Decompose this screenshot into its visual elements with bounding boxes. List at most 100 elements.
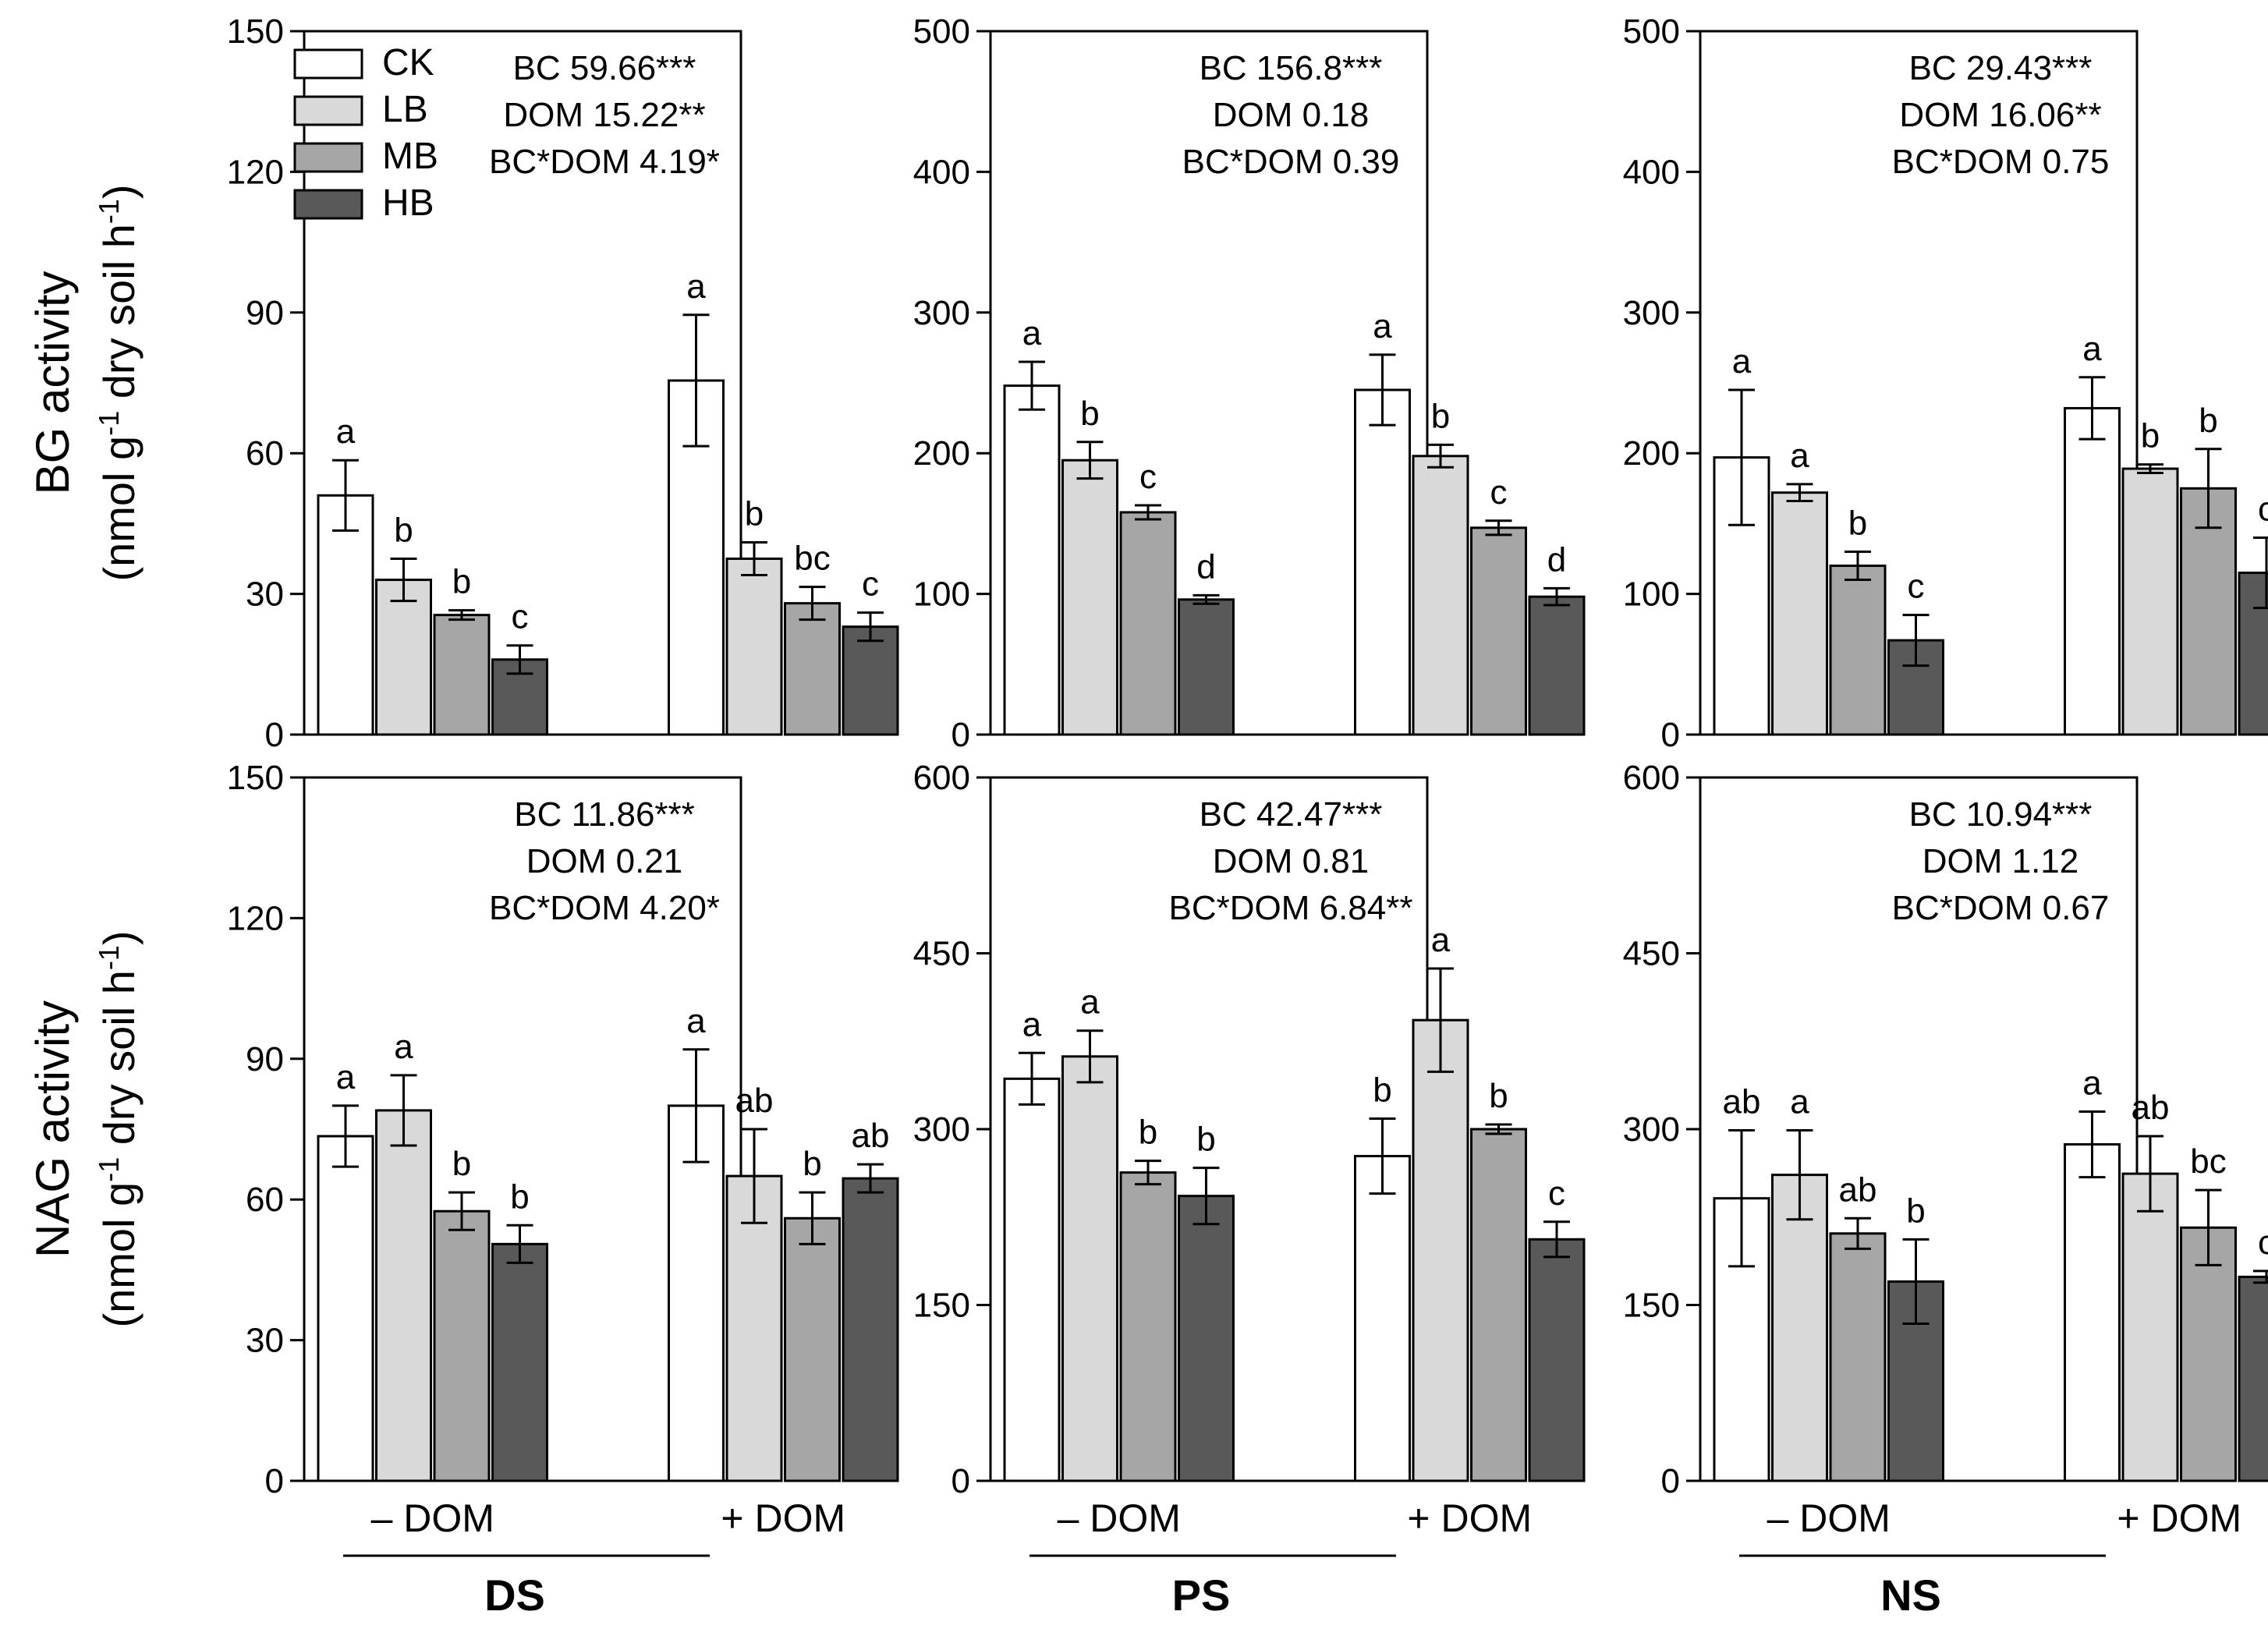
significance-letter: c [2258,490,2268,528]
significance-letter: a [1732,342,1752,381]
y-tick-label: 150 [227,759,284,797]
anova-stat-line: BC*DOM 0.67 [1892,889,2110,927]
category-label: – DOM [371,1496,494,1540]
significance-letter: ab [1839,1170,1877,1209]
anova-stat-line: DOM 0.18 [1213,96,1370,134]
y-tick-label: 150 [1623,1287,1680,1325]
y-tick-label: 300 [913,294,970,332]
y-tick-label: 300 [1623,294,1680,332]
y-tick-label: 150 [913,1287,970,1325]
legend-label: HB [382,182,434,224]
bar-ck [1354,388,1411,736]
bar-lb [1061,459,1118,736]
y-tick-label: 300 [1623,1110,1680,1149]
anova-stat-line: BC 59.66*** [513,49,696,87]
y-axis-unit: (nmol g-1 dry soil h-1) [93,184,144,581]
significance-letter: c [862,565,879,604]
bar-hb [842,625,899,736]
y-axis-title: BG activity [27,271,79,495]
y-tick-label: 100 [913,575,970,614]
significance-letter: d [1547,540,1566,579]
significance-letter: ab [1723,1083,1761,1121]
significance-letter: a [2082,1064,2102,1102]
y-tick-label: 200 [1623,434,1680,473]
bar-mb [2180,1226,2237,1482]
significance-letter: b [2199,402,2217,440]
significance-letter: b [1906,1192,1925,1230]
significance-letter: a [1790,1083,1809,1121]
bar-mb [1470,1128,1527,1482]
anova-stat-line: BC 156.8*** [1200,49,1383,87]
y-axis-unit: (nmol g-1 dry soil h-1) [93,930,144,1327]
anova-stat-line: BC*DOM 4.19* [489,143,720,181]
bar-lb [375,1109,432,1482]
legend-swatch-ck [293,48,363,80]
significance-letter: a [1373,307,1392,345]
legend-label: CK [382,42,434,83]
bar-hb [1178,598,1235,736]
anova-stat-line: BC*DOM 4.20* [489,889,720,927]
significance-letter: b [452,563,471,601]
unit-part: ) [94,184,144,199]
soil-label: PS [1172,1571,1231,1620]
bar-ck [1003,1077,1061,1482]
significance-letter: b [1373,1071,1391,1109]
legend: CK LB MB HB [293,42,438,224]
y-tick-label: 100 [1623,575,1680,614]
bar-hb [1528,595,1586,736]
significance-letter: b [1080,395,1099,433]
unit-part: dry soil h [94,970,144,1157]
legend-label: MB [382,136,438,177]
category-label: – DOM [1058,1496,1181,1540]
anova-stat-line: DOM 0.81 [1213,842,1370,880]
y-tick-label: 200 [913,434,970,473]
significance-letter: a [336,413,356,451]
bar-lb [1412,455,1469,736]
y-tick-label: 400 [1623,153,1680,191]
anova-stat-line: DOM 0.21 [526,842,683,880]
significance-letter: bc [794,540,830,578]
y-tick-label: 0 [951,716,970,754]
legend-label: LB [382,89,428,130]
significance-letter: b [394,512,413,550]
y-tick-label: 120 [227,899,284,937]
bar-ck [317,494,374,736]
bar-lb [375,579,432,736]
significance-letter: c [512,598,529,636]
legend-swatch-lb [293,95,363,126]
anova-stat-line: DOM 15.22** [503,96,705,134]
anova-stat-line: BC 11.86*** [514,795,695,834]
significance-letter: a [686,267,706,306]
bar-lb [1771,491,1828,736]
bar-mb [784,1216,841,1482]
significance-letter: ab [852,1117,890,1155]
significance-letter: a [1022,1005,1042,1043]
significance-letter: a [1790,437,1809,475]
y-tick-label: 0 [951,1462,970,1500]
bar-ck [2064,1143,2121,1482]
unit-part: (nmol g [94,1182,144,1328]
chart-panel-2: 0 100 200 300 400 500 a a b c a b b c BC 29.43*** DOM 1… [1623,12,2268,754]
bar-hb [842,1177,899,1482]
bar-hb [2238,572,2268,736]
significance-letter: a [394,1028,413,1066]
significance-letter: a [686,1002,706,1040]
y-tick-label: 450 [1623,935,1680,973]
y-tick-label: 600 [913,759,970,797]
bar-mb [1119,1171,1177,1482]
unit-part: (nmol g [94,436,144,582]
category-label: + DOM [2117,1496,2241,1540]
bar-ck [668,1104,725,1482]
category-label: – DOM [1767,1496,1891,1540]
anova-stat-line: BC 10.94*** [1909,795,2093,834]
bar-ck [317,1135,374,1482]
y-tick-label: 400 [913,153,970,191]
soil-label: DS [484,1571,545,1620]
y-tick-label: 300 [913,1110,970,1149]
bar-mb [1470,526,1527,736]
bar-lb [1771,1174,1828,1482]
